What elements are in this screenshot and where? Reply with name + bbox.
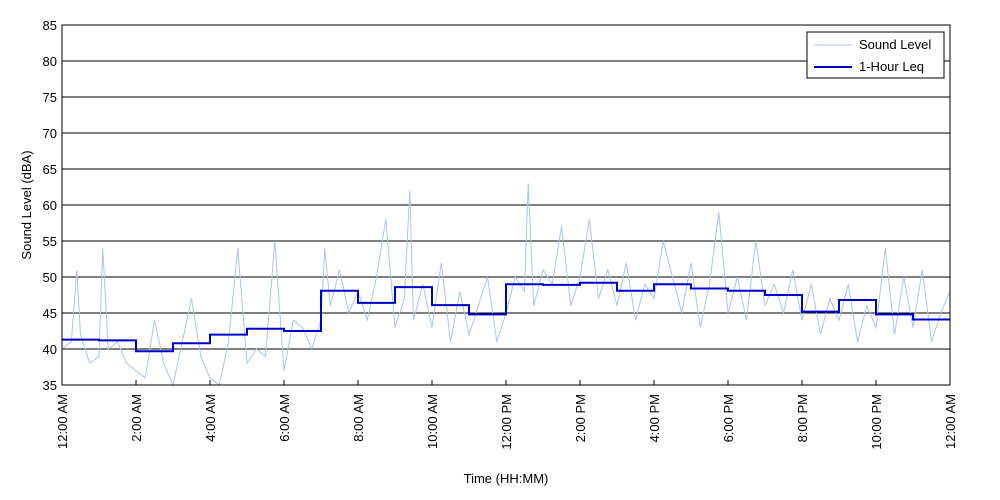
x-tick-label: 6:00 PM	[721, 394, 736, 442]
y-tick-label: 50	[43, 270, 57, 285]
y-tick-label: 80	[43, 54, 57, 69]
x-tick-label: 4:00 AM	[203, 394, 218, 442]
y-tick-label: 45	[43, 306, 57, 321]
sound-level-line	[61, 183, 951, 387]
y-tick-label: 65	[43, 162, 57, 177]
x-axis-label: Time (HH:MM)	[464, 471, 549, 486]
y-axis-label: Sound Level (dBA)	[19, 150, 34, 259]
leq-step-line	[62, 281, 950, 353]
y-tick-label: 85	[43, 18, 57, 33]
y-tick-label: 40	[43, 342, 57, 357]
x-tick-label: 10:00 AM	[425, 394, 440, 449]
y-tick-label: 55	[43, 234, 57, 249]
x-tick-label: 8:00 AM	[351, 394, 366, 442]
x-tick-label: 8:00 PM	[795, 394, 810, 442]
legend-box	[806, 31, 945, 79]
y-tick-label: 75	[43, 90, 57, 105]
x-tick-label: 10:00 PM	[869, 394, 884, 450]
y-tick-label: 60	[43, 198, 57, 213]
legend: Sound Level 1-Hour Leq	[806, 31, 945, 79]
legend-label-sound-level: Sound Level	[859, 37, 931, 52]
legend-label-1-hour-leq: 1-Hour Leq	[859, 59, 924, 74]
x-tick-label: 4:00 PM	[647, 394, 662, 442]
x-tick-label: 6:00 AM	[277, 394, 292, 442]
y-tick-label: 35	[43, 378, 57, 393]
y-axis-ticks: 35 40 45 50 55 60 65 70 75 80 85	[43, 18, 57, 393]
series-1-hour-leq	[62, 281, 950, 353]
x-tick-label: 2:00 AM	[129, 394, 144, 442]
y-tick-label: 70	[43, 126, 57, 141]
x-tick-label: 12:00 PM	[499, 394, 514, 450]
x-axis-ticks: 12:00 AM 2:00 AM 4:00 AM 6:00 AM 8:00 AM 10:0…	[55, 380, 958, 450]
x-tick-label: 12:00 AM	[943, 394, 958, 449]
x-tick-label: 2:00 PM	[573, 394, 588, 442]
series-sound-level	[61, 183, 951, 387]
x-tick-label: 12:00 AM	[55, 394, 70, 449]
